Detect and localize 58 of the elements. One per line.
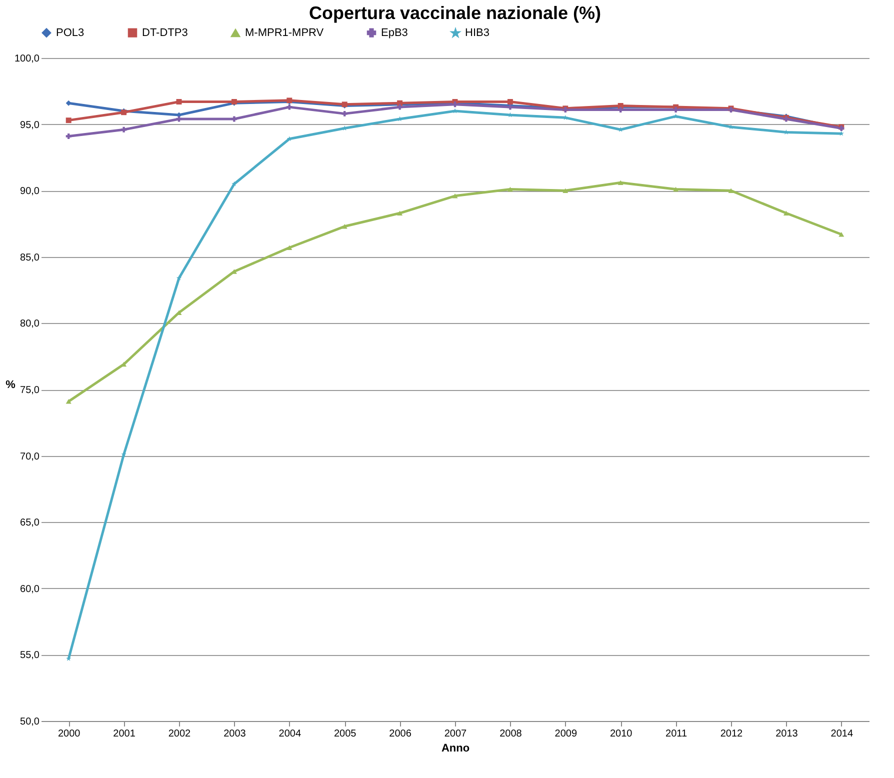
x-tick-label: 2012 [720,728,744,740]
y-tick-label: 55,0 [20,650,40,662]
y-tick-label: 90,0 [20,186,40,198]
y-tick-label: 100,0 [14,54,40,64]
x-tick-label: 2005 [334,728,357,740]
legend-label: M-MPR1-MPRV [245,27,324,40]
point [66,118,72,124]
point [176,99,182,104]
y-tick-label: 65,0 [20,518,40,529]
point [397,104,403,110]
point [342,110,348,116]
point [618,180,624,186]
point [838,232,844,237]
point [673,186,679,192]
y-tick-label: 85,0 [20,252,40,264]
x-tick-label: 2010 [610,728,633,740]
y-tick-label: 75,0 [20,385,40,396]
point [452,194,458,198]
legend-label: HIB3 [465,27,490,40]
point [121,126,127,132]
legend-label: EpB3 [381,26,408,39]
point [176,275,182,280]
y-tick-label: 80,0 [20,318,40,330]
x-tick-label: 2006 [389,728,412,740]
y-tick-label: 60,0 [20,584,40,595]
point [673,106,679,112]
x-tick-label: 2011 [666,728,688,740]
point [286,104,292,110]
y-tick-label: 50,0 [20,716,40,728]
y-tick-label: 70,0 [20,451,40,462]
point [66,399,72,404]
chart-title: Copertura vaccinale nazionale (%) [308,3,602,23]
x-tick-label: 2007 [444,728,468,740]
y-axis-title: % [6,379,16,391]
x-tick-label: 2009 [554,728,578,740]
point [507,99,513,104]
x-tick-label: 2002 [168,728,192,740]
legend-label: DT-DTP3 [142,26,188,39]
x-tick-label: 2000 [58,728,81,740]
x-tick-label: 2004 [278,728,302,740]
point [66,133,72,139]
x-tick-label: 2003 [224,728,246,740]
x-tick-label: 2008 [500,728,522,740]
point [562,188,568,193]
point [231,116,237,122]
x-axis-title: Anno [441,742,470,754]
point [397,210,403,216]
x-tick-label: 2001 [113,728,136,740]
point [507,186,513,192]
point [66,100,72,106]
x-tick-label: 2013 [776,728,798,740]
x-tick-label: 2014 [830,728,854,740]
point [728,188,734,193]
legend-label: POL3 [56,26,84,39]
point [342,224,348,229]
point [783,210,789,216]
point [286,245,292,250]
y-tick-label: 95,0 [20,120,40,131]
